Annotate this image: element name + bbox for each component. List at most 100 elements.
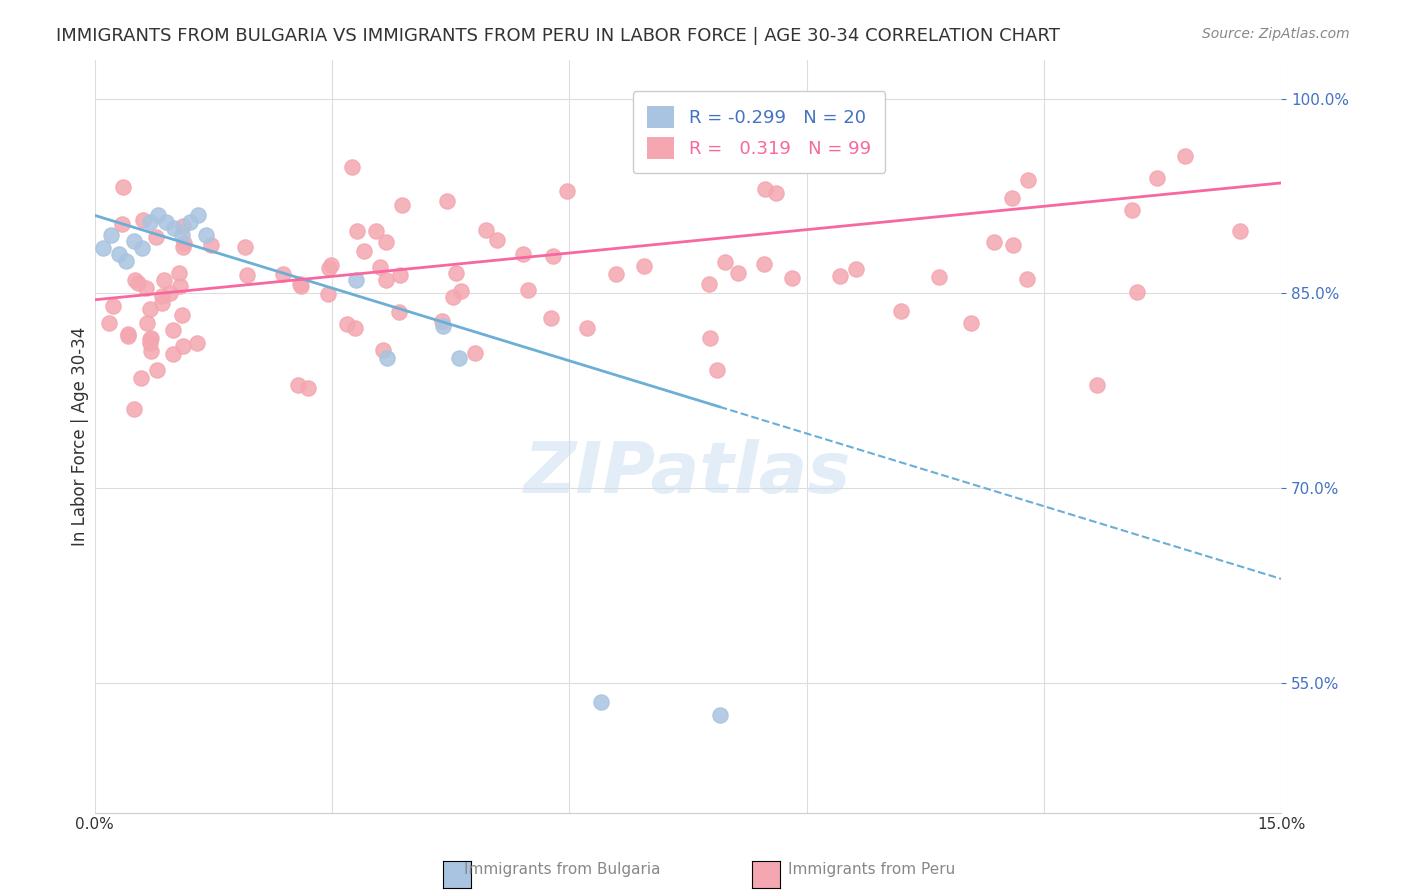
Point — [107, 247, 129, 261]
Point — [290, 278, 312, 293]
Point — [485, 233, 508, 247]
Point — [1085, 378, 1108, 392]
Point — [709, 708, 731, 723]
Point — [441, 290, 464, 304]
Point — [1001, 191, 1024, 205]
Text: ZIPatlas: ZIPatlas — [524, 439, 852, 508]
Point — [370, 260, 392, 275]
Point — [706, 362, 728, 376]
Point — [139, 302, 162, 317]
Point — [432, 318, 454, 333]
Point — [343, 320, 366, 334]
Point — [235, 240, 257, 254]
Point — [344, 273, 367, 287]
Point — [162, 323, 184, 337]
Point — [150, 296, 173, 310]
Point — [780, 271, 803, 285]
Point — [172, 219, 194, 233]
Point — [1146, 171, 1168, 186]
Point — [447, 351, 470, 366]
Point — [145, 230, 167, 244]
Point — [555, 184, 578, 198]
Point — [765, 186, 787, 201]
Point — [172, 308, 194, 322]
Text: Source: ZipAtlas.com: Source: ZipAtlas.com — [1202, 27, 1350, 41]
Point — [115, 253, 138, 268]
Point — [162, 347, 184, 361]
Point — [172, 339, 194, 353]
Point — [139, 335, 162, 350]
Point — [1121, 203, 1143, 218]
Point — [139, 215, 162, 229]
Point — [127, 276, 149, 290]
Point — [541, 249, 564, 263]
Point — [890, 304, 912, 318]
Point — [633, 259, 655, 273]
Point — [91, 241, 114, 255]
Point — [155, 215, 177, 229]
Point — [375, 235, 398, 249]
Point — [117, 326, 139, 341]
Point — [391, 198, 413, 212]
Point — [475, 223, 498, 237]
Point — [173, 236, 195, 251]
Point — [353, 244, 375, 258]
Point — [146, 363, 169, 377]
Point — [101, 299, 124, 313]
Point — [163, 221, 186, 235]
Point — [928, 270, 950, 285]
Point — [336, 317, 359, 331]
Text: Immigrants from Bulgaria: Immigrants from Bulgaria — [464, 863, 661, 877]
Point — [117, 328, 139, 343]
Point — [236, 268, 259, 282]
Point — [170, 227, 193, 242]
Point — [714, 255, 737, 269]
Point — [200, 238, 222, 252]
Point — [321, 259, 343, 273]
Point — [983, 235, 1005, 250]
Point — [167, 266, 190, 280]
Point — [132, 212, 155, 227]
Point — [98, 316, 121, 330]
Point — [131, 241, 153, 255]
Point — [288, 277, 311, 291]
Point — [375, 272, 398, 286]
Point — [172, 240, 194, 254]
Point — [589, 695, 612, 709]
Point — [517, 283, 540, 297]
Point — [1017, 173, 1039, 187]
Point — [111, 179, 134, 194]
Point — [342, 160, 364, 174]
Point — [1001, 238, 1024, 252]
Point — [187, 208, 209, 222]
Point — [540, 310, 562, 325]
Text: IMMIGRANTS FROM BULGARIA VS IMMIGRANTS FROM PERU IN LABOR FORCE | AGE 30-34 CORR: IMMIGRANTS FROM BULGARIA VS IMMIGRANTS F… — [56, 27, 1060, 45]
Point — [727, 266, 749, 280]
Point — [364, 224, 387, 238]
Point — [346, 223, 368, 237]
Point — [194, 227, 217, 242]
Point — [271, 267, 294, 281]
Point — [430, 314, 453, 328]
Point — [150, 289, 173, 303]
Point — [152, 273, 174, 287]
Point — [754, 182, 776, 196]
Legend: R = -0.299   N = 20, R =   0.319   N = 99: R = -0.299 N = 20, R = 0.319 N = 99 — [633, 91, 886, 173]
Point — [512, 246, 534, 260]
Point — [169, 279, 191, 293]
Point — [575, 320, 598, 334]
Point — [111, 217, 134, 231]
Point — [124, 235, 146, 249]
Point — [139, 330, 162, 344]
Point — [388, 305, 411, 319]
Point — [124, 273, 146, 287]
Point — [1125, 285, 1147, 300]
Text: Immigrants from Peru: Immigrants from Peru — [789, 863, 955, 877]
Point — [179, 215, 201, 229]
Point — [830, 269, 852, 284]
Point — [146, 208, 169, 222]
Point — [316, 287, 339, 301]
Point — [287, 377, 309, 392]
Point — [141, 344, 163, 359]
Point — [960, 316, 983, 330]
